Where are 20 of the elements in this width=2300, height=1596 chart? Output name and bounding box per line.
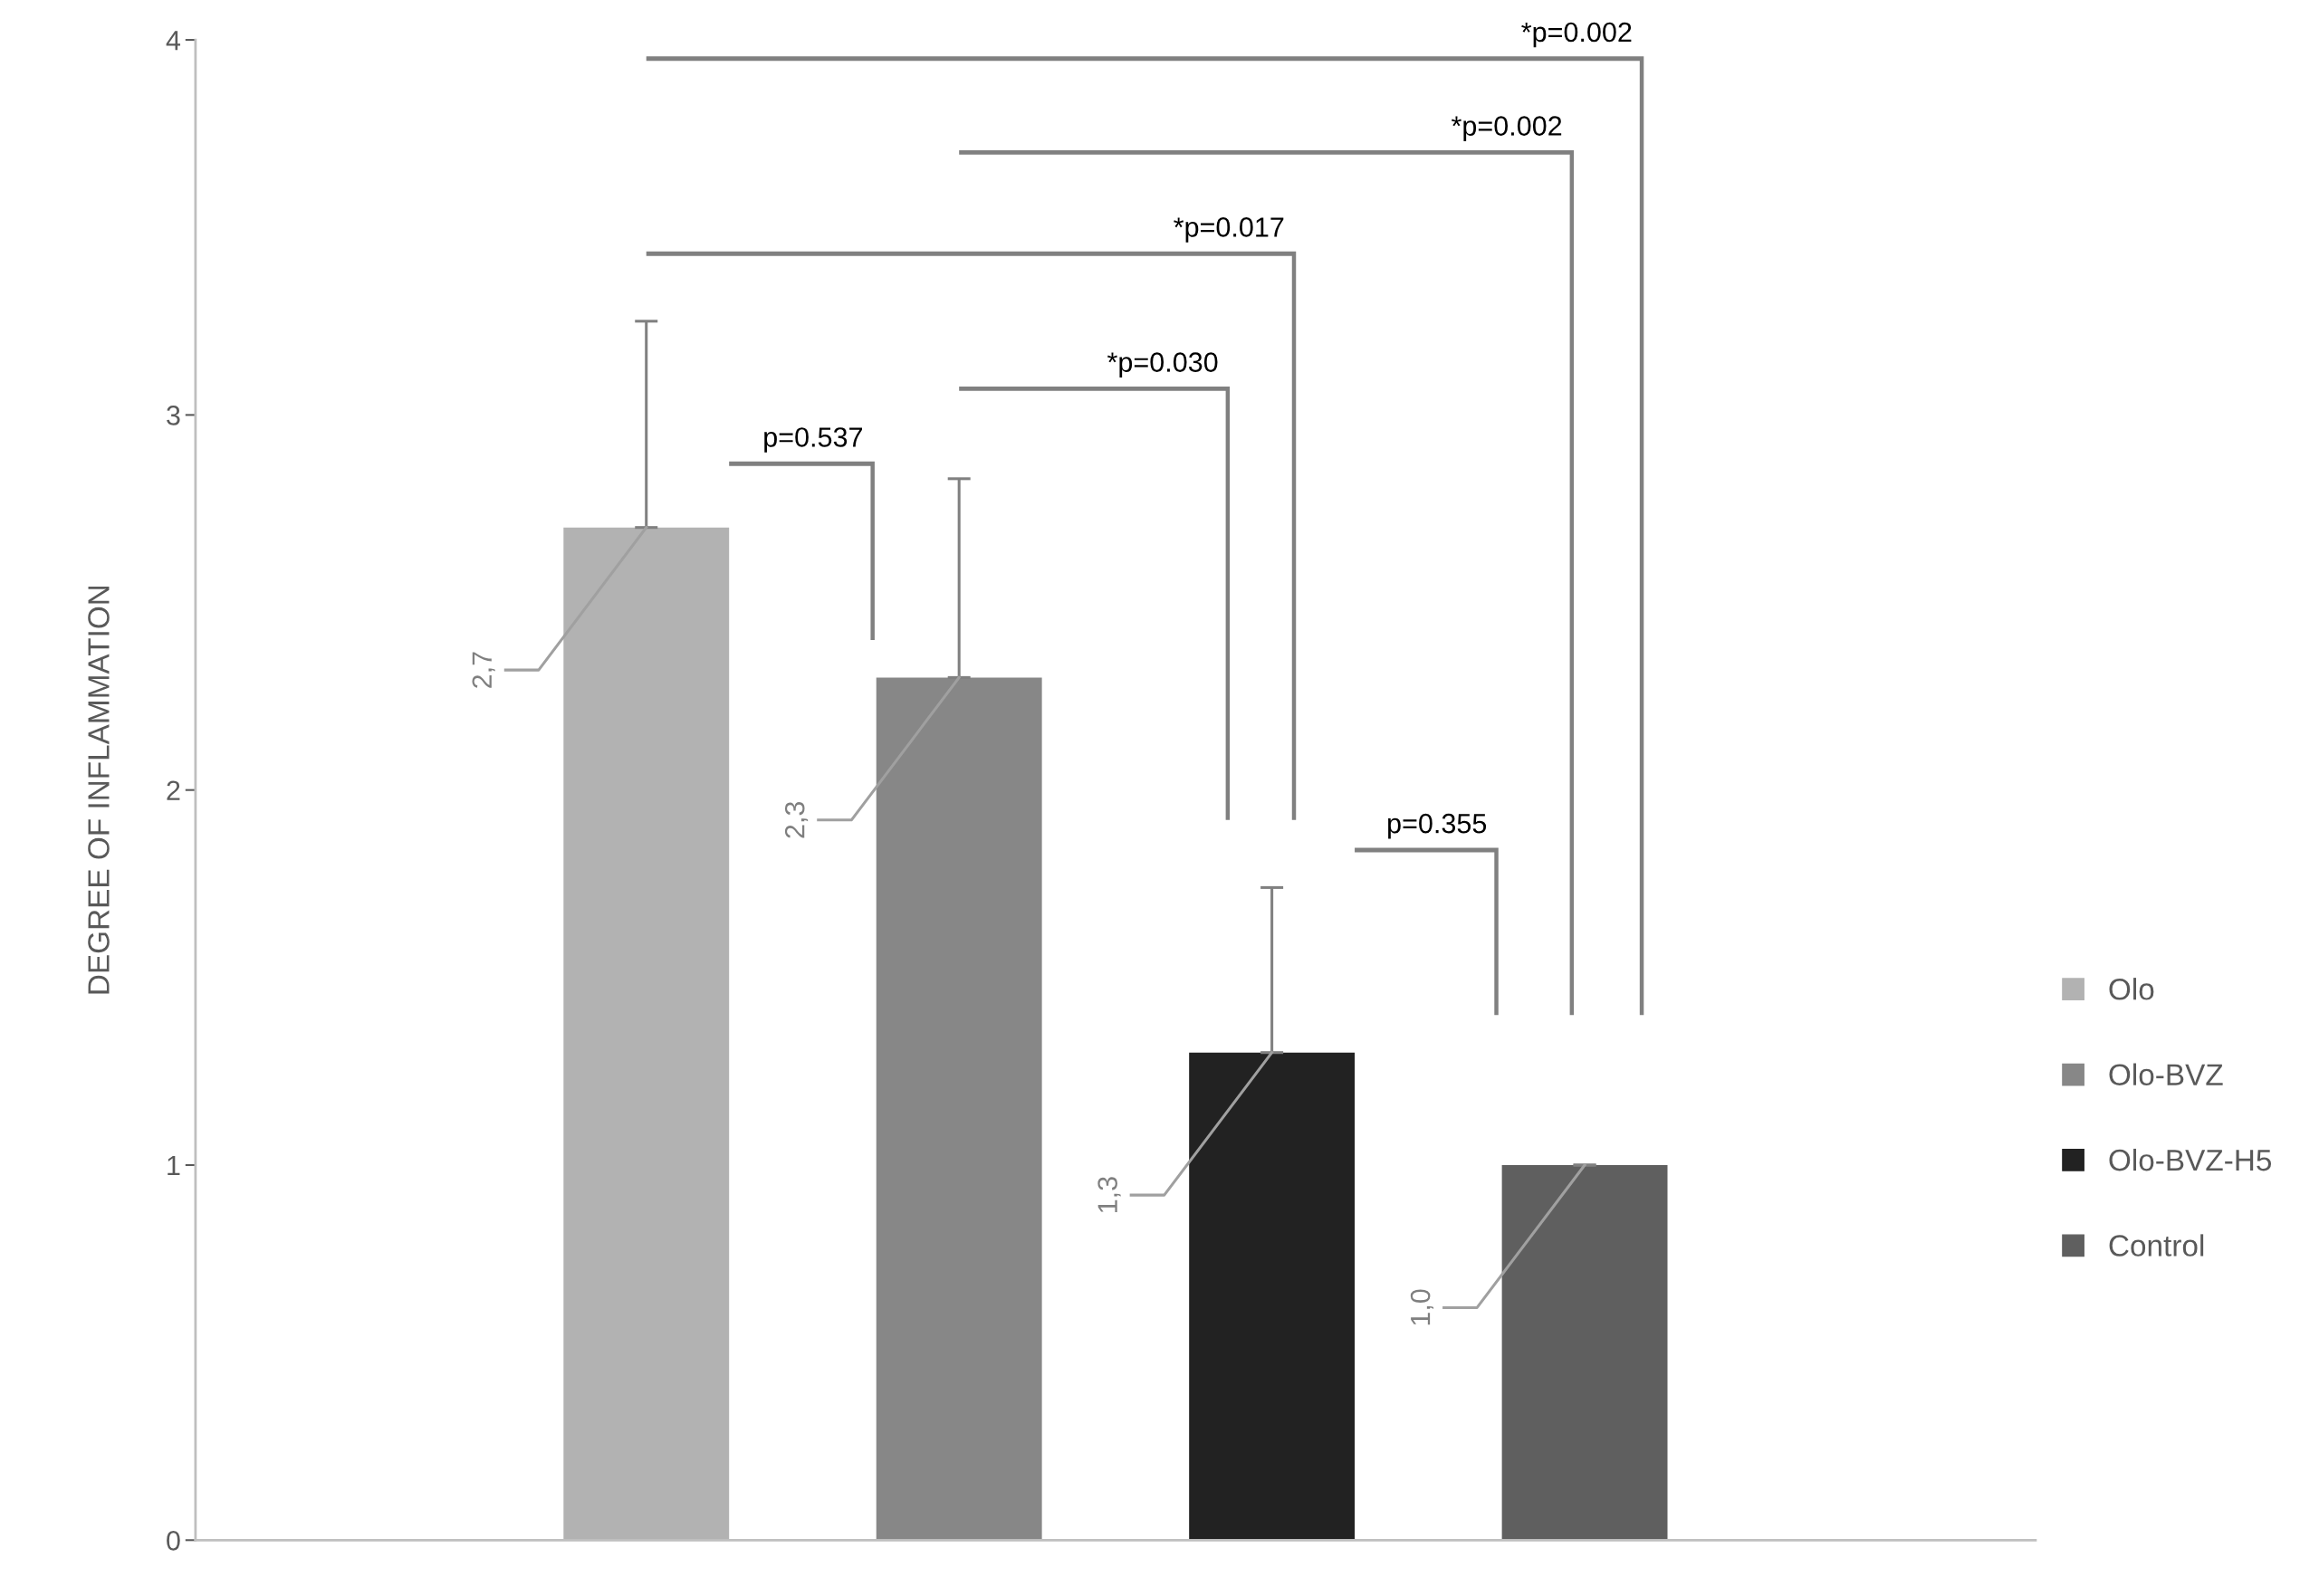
y-tick-label: 3	[167, 406, 180, 425]
annotation: *p=0.002	[1521, 22, 1632, 48]
legend-label: Olo-BVZ	[2109, 1063, 2223, 1086]
data-label: 2,7	[472, 652, 495, 688]
y-tick-label: 1	[168, 1156, 180, 1176]
annotation: p=0.355	[1388, 813, 1487, 839]
y-tick-label: 2	[167, 780, 180, 800]
y-tick-label: 4	[166, 31, 181, 51]
legend-label: Olo	[2109, 978, 2154, 1000]
data-label: 1,0	[1410, 1289, 1434, 1325]
y-axis-title: DEGREE OF INFLAMMATION	[88, 586, 110, 994]
data-label: 1,3	[1097, 1177, 1121, 1213]
legend-label: Control	[2109, 1234, 2204, 1257]
y-tick-label: 0	[167, 1531, 180, 1551]
legend-label: Olo-BVZ-H5	[2109, 1148, 2272, 1171]
annotation: *p=0.030	[1107, 352, 1218, 377]
annotation: *p=0.017	[1174, 217, 1284, 243]
data-label: 2,3	[784, 801, 809, 838]
annotation: p=0.537	[764, 427, 862, 453]
annotation: *p=0.002	[1451, 116, 1562, 141]
